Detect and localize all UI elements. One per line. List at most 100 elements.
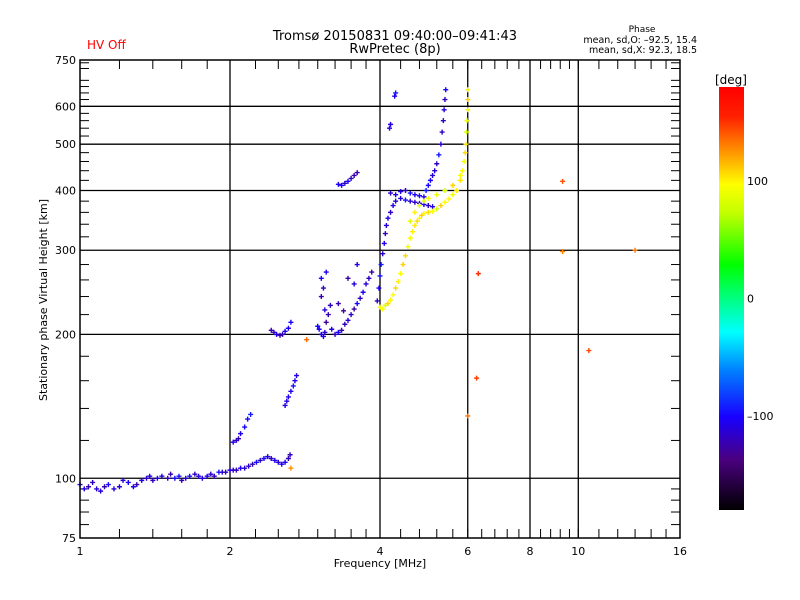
data-point: [385, 301, 391, 307]
data-point: [425, 209, 431, 215]
data-point: [342, 321, 348, 327]
data-point: [376, 285, 382, 291]
data-point: [402, 253, 408, 259]
x-axis-label: Frequency [MHz]: [334, 557, 426, 570]
y-tick-label: 75: [62, 532, 76, 545]
data-point: [339, 182, 345, 188]
data-point: [285, 325, 291, 331]
data-point: [199, 475, 205, 481]
data-point: [248, 411, 254, 417]
data-point: [465, 97, 471, 103]
data-point: [147, 473, 153, 479]
data-point: [325, 312, 331, 318]
data-point: [245, 416, 251, 422]
data-point: [323, 319, 329, 325]
data-point: [187, 473, 193, 479]
data-point: [250, 461, 256, 467]
colorbar-tick-label: 100: [747, 175, 768, 188]
data-point: [280, 331, 286, 337]
y-axis-label: Stationary phase Virtual Height [km]: [37, 199, 50, 401]
phase-o-stats: mean, sd,O: –92.5, 15.4: [583, 35, 697, 46]
colorbar-label: [deg]: [715, 73, 747, 87]
data-point: [388, 297, 394, 303]
data-point: [345, 275, 351, 281]
data-point: [351, 172, 357, 178]
data-point: [465, 107, 471, 113]
data-point: [442, 199, 448, 205]
scatter-points: [77, 87, 638, 494]
data-point: [461, 158, 467, 164]
data-point: [354, 170, 360, 176]
data-point: [459, 168, 465, 174]
data-point: [434, 161, 440, 167]
data-point: [279, 461, 285, 467]
data-point: [440, 118, 446, 124]
data-point: [393, 285, 399, 291]
data-point: [130, 484, 136, 490]
data-point: [357, 295, 363, 301]
data-point: [586, 348, 592, 354]
data-point: [351, 306, 357, 312]
data-point: [253, 459, 259, 465]
data-point: [390, 203, 396, 209]
data-point: [382, 231, 388, 237]
data-point: [134, 482, 140, 488]
data-point: [360, 289, 366, 295]
y-tick-label: 300: [55, 244, 76, 257]
series-o-mode-f2-trace: [374, 87, 449, 304]
data-point: [284, 398, 290, 404]
x-tick-label: 8: [527, 545, 534, 558]
data-point: [462, 150, 468, 156]
data-point: [354, 262, 360, 268]
data-point: [416, 215, 422, 221]
data-point: [172, 475, 178, 481]
data-point: [204, 473, 210, 479]
data-point: [290, 383, 296, 389]
data-point: [425, 182, 431, 188]
data-point: [154, 475, 160, 481]
data-point: [560, 249, 566, 255]
data-point: [450, 192, 456, 198]
data-point: [323, 269, 329, 275]
data-point: [348, 312, 354, 318]
data-point: [465, 87, 471, 93]
data-point: [345, 317, 351, 323]
data-point: [354, 301, 360, 307]
series-o-mode-upper-segment: [335, 170, 360, 188]
data-point: [388, 190, 394, 196]
data-point: [196, 473, 202, 479]
y-tick-label: 500: [55, 138, 76, 151]
data-point: [288, 319, 294, 325]
data-point: [316, 326, 322, 332]
data-point: [434, 192, 440, 198]
data-point: [393, 198, 399, 204]
data-point: [282, 402, 288, 408]
data-point: [388, 209, 394, 215]
y-tick-label: 100: [55, 472, 76, 485]
y-tick-label: 750: [55, 54, 76, 67]
data-point: [271, 329, 277, 335]
y-tick-labels: 75 100 200 300 400 500 600 750: [55, 54, 76, 545]
data-point: [116, 484, 122, 490]
data-point: [81, 486, 87, 492]
data-point: [235, 436, 241, 442]
data-point: [434, 206, 440, 212]
data-point: [176, 473, 182, 479]
data-point: [416, 203, 422, 209]
phase-title: Phase: [629, 25, 656, 35]
data-point: [366, 275, 372, 281]
data-point: [632, 247, 638, 253]
data-point: [285, 394, 291, 400]
data-point: [292, 378, 298, 384]
data-point: [150, 477, 156, 483]
data-point: [390, 292, 396, 298]
data-point: [374, 298, 380, 304]
y-tick-label: 600: [55, 100, 76, 113]
data-point: [192, 471, 198, 477]
data-point: [464, 129, 470, 135]
data-point: [381, 240, 387, 246]
data-point: [560, 178, 566, 184]
y-tick-label: 400: [55, 184, 76, 197]
data-point: [257, 457, 263, 463]
